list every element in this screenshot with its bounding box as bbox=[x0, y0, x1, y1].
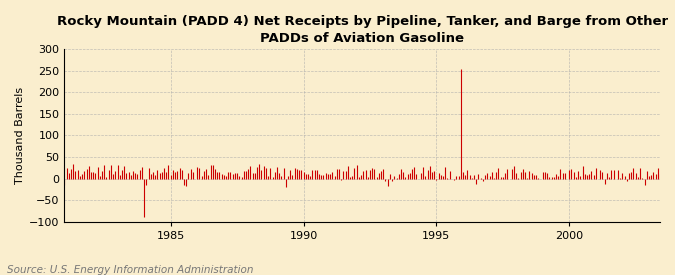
Title: Rocky Mountain (PADD 4) Net Receipts by Pipeline, Tanker, and Barge from Other
P: Rocky Mountain (PADD 4) Net Receipts by … bbox=[57, 15, 668, 45]
Y-axis label: Thousand Barrels: Thousand Barrels bbox=[15, 87, 25, 184]
Text: Source: U.S. Energy Information Administration: Source: U.S. Energy Information Administ… bbox=[7, 265, 253, 275]
